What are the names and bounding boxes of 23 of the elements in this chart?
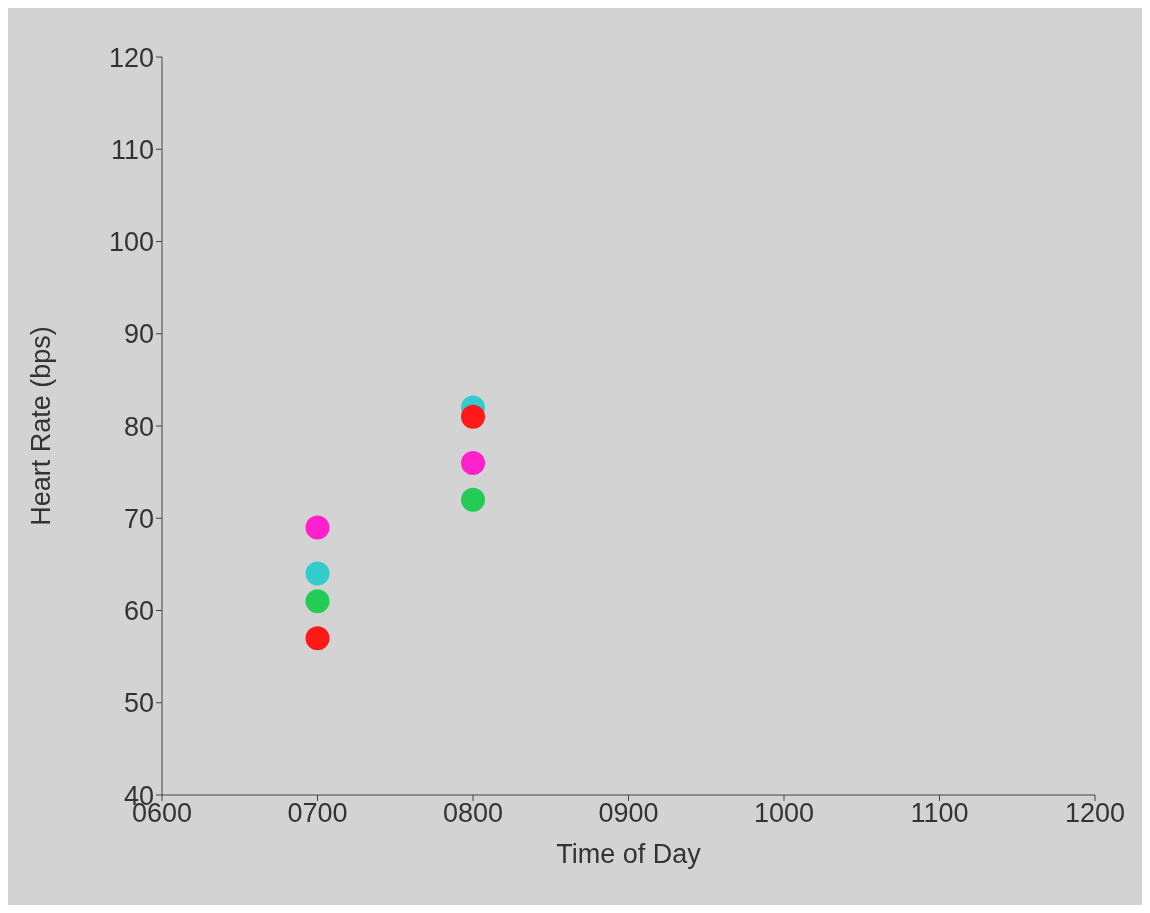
point xyxy=(461,487,485,512)
y-tick-label: 100 xyxy=(108,227,154,258)
point xyxy=(305,561,330,586)
y-tick-label: 110 xyxy=(110,134,154,165)
x-tick-label: 0800 xyxy=(442,798,504,829)
point xyxy=(305,626,330,651)
y-tick-label: 50 xyxy=(123,688,154,719)
x-tick-label: 1100 xyxy=(910,798,969,829)
y-axis-title: Heart Rate (bps) xyxy=(25,326,56,526)
point xyxy=(305,589,330,614)
x-tick-label: 0700 xyxy=(287,798,348,829)
point xyxy=(461,404,485,429)
point xyxy=(461,450,485,475)
y-tick-label: 70 xyxy=(123,503,154,534)
x-tick-label: 1200 xyxy=(1064,798,1126,829)
x-axis-title: Time of Day xyxy=(556,839,702,869)
x-tick-label: 1000 xyxy=(753,798,815,829)
x-tick-label: 0900 xyxy=(598,798,659,829)
y-tick-label: 60 xyxy=(123,596,154,627)
point xyxy=(305,515,330,540)
y-tick-label: 120 xyxy=(108,42,154,73)
y-tick-label: 80 xyxy=(123,411,154,442)
y-tick-label: 90 xyxy=(123,319,154,350)
